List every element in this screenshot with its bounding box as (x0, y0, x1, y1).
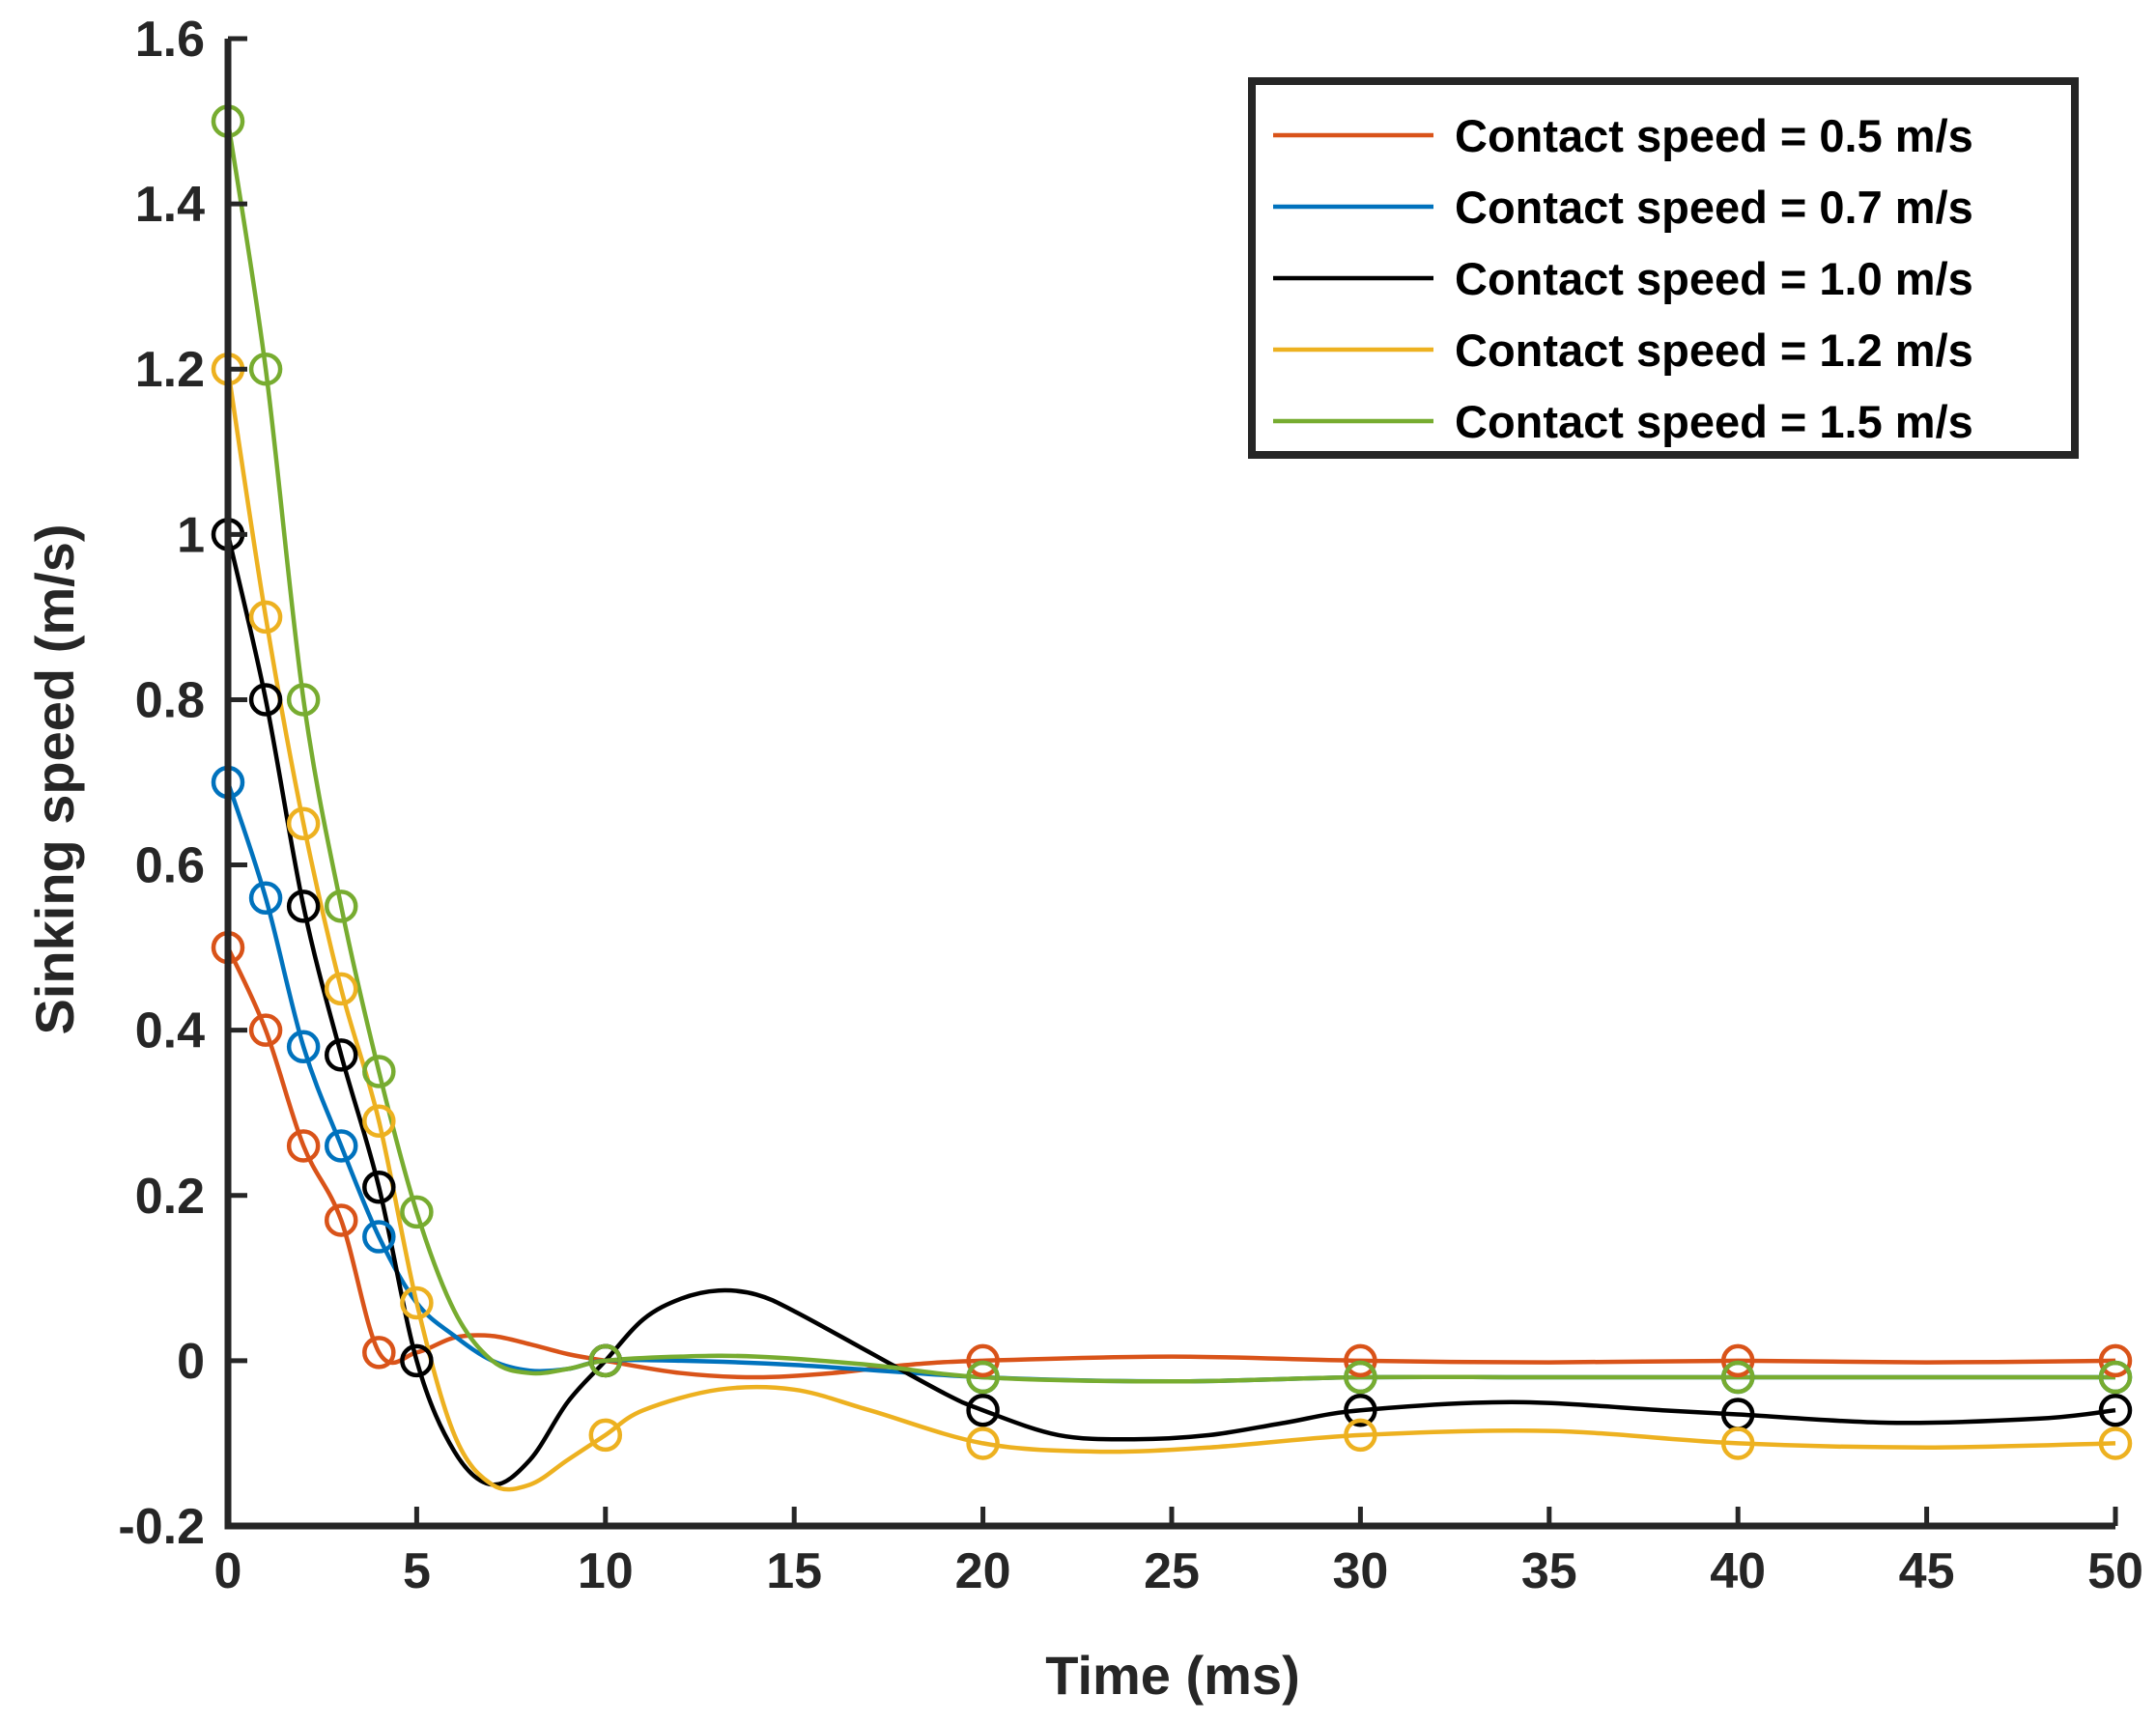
series-4-marker-5 (400, 1195, 434, 1229)
series-4-marker-8 (1344, 1360, 1377, 1395)
y-tick-label-6: 1 (177, 507, 205, 563)
series-3-marker-6 (588, 1418, 623, 1453)
legend-label-2: Contact speed = 1.0 m/s (1455, 253, 1973, 304)
series-4-marker-1 (248, 352, 283, 386)
series-3-marker-10 (2098, 1426, 2133, 1460)
series-2-marker-5 (400, 1343, 434, 1378)
y-tick-label-1: 0 (177, 1334, 205, 1390)
y-tick-label-3: 0.4 (135, 1003, 205, 1059)
x-axis-label: Time (ms) (1045, 1645, 1299, 1706)
legend-label-0: Contact speed = 0.5 m/s (1455, 110, 1973, 161)
series-4-marker-3 (324, 890, 358, 923)
series-1-marker-4 (362, 1220, 396, 1254)
series-0-marker-2 (286, 1129, 321, 1163)
series-1-line (225, 781, 2115, 1384)
x-tick-label-3: 15 (766, 1543, 822, 1599)
series-3-marker-4 (362, 1104, 396, 1139)
series-3-marker-5 (400, 1285, 434, 1320)
series-4-marker-7 (966, 1360, 1000, 1395)
y-tick-label-5: 0.8 (135, 672, 205, 728)
x-tick-label-4: 20 (955, 1543, 1011, 1599)
series-0-marker-8 (1720, 1343, 1755, 1378)
y-tick-label-0: -0.2 (118, 1499, 205, 1555)
series-2-marker-7 (966, 1393, 1000, 1427)
series-0-marker-7 (1344, 1343, 1377, 1378)
series-1-marker-3 (324, 1129, 358, 1163)
series-2-marker-4 (362, 1170, 396, 1204)
series-1-marker-2 (286, 1030, 321, 1064)
series-2-marker-1 (248, 683, 283, 717)
series-3-marker-7 (966, 1426, 1000, 1460)
series-2-line (225, 533, 2116, 1487)
tick-labels: 0 5 10 15 20 25 30 35 40 45 50-0.200.20.40.60.811.… (118, 12, 2143, 1599)
series-0-line (225, 946, 2116, 1380)
x-tick-label-0: 0 (214, 1543, 242, 1599)
series-2-marker-3 (324, 1038, 358, 1072)
x-tick-label-1: 5 (403, 1543, 431, 1599)
series-4-marker-10 (2098, 1360, 2133, 1395)
x-tick-label-6: 30 (1332, 1543, 1388, 1599)
series-3-marker-9 (1720, 1426, 1755, 1460)
series-4-marker-9 (1720, 1360, 1755, 1395)
x-tick-label-10: 50 (2087, 1543, 2143, 1599)
legend-box (1248, 77, 2079, 459)
series-4-line (225, 121, 2115, 1384)
series-2-marker-2 (286, 890, 321, 923)
x-tick-label-8: 40 (1710, 1543, 1766, 1599)
series-3-marker-2 (286, 806, 321, 841)
legend-label-1: Contact speed = 0.7 m/s (1455, 182, 1973, 233)
y-axis-label: Sinking speed (m/s) (24, 524, 85, 1035)
legend: Contact speed = 0.5 m/s Contact speed = 0… (1248, 77, 2079, 459)
series-3-marker-1 (248, 600, 283, 635)
x-tick-label-2: 10 (578, 1543, 634, 1599)
series-markers (211, 104, 2133, 1460)
series-0-marker-6 (966, 1343, 1000, 1378)
x-tick-label-5: 25 (1144, 1543, 1200, 1599)
series-1-marker-1 (248, 881, 283, 916)
y-tick-label-8: 1.4 (135, 177, 205, 233)
y-tick-label-7: 1.2 (135, 342, 205, 398)
series-2-marker-10 (2098, 1393, 2133, 1427)
series-3-marker-3 (324, 972, 358, 1006)
series-3-line (225, 368, 2116, 1492)
series-curves (225, 121, 2116, 1492)
legend-label-4: Contact speed = 1.5 m/s (1455, 396, 1973, 447)
series-2-marker-8 (1344, 1393, 1377, 1427)
y-tick-label-4: 0.6 (135, 838, 205, 894)
series-4-marker-4 (362, 1055, 396, 1088)
y-tick-label-9: 1.6 (135, 12, 205, 68)
series-0-marker-9 (2098, 1343, 2133, 1378)
legend-label-3: Contact speed = 1.2 m/s (1455, 325, 1973, 376)
series-4-marker-6 (588, 1343, 623, 1378)
x-tick-label-9: 45 (1899, 1543, 1955, 1599)
series-0-marker-1 (248, 1013, 283, 1047)
axes (224, 36, 2118, 1530)
series-0-marker-4 (362, 1336, 396, 1370)
series-0-marker-3 (324, 1203, 358, 1237)
series-3-marker-8 (1344, 1418, 1377, 1453)
x-tick-label-7: 35 (1521, 1543, 1577, 1599)
series-4-marker-2 (286, 683, 321, 717)
y-tick-label-2: 0.2 (135, 1169, 205, 1225)
